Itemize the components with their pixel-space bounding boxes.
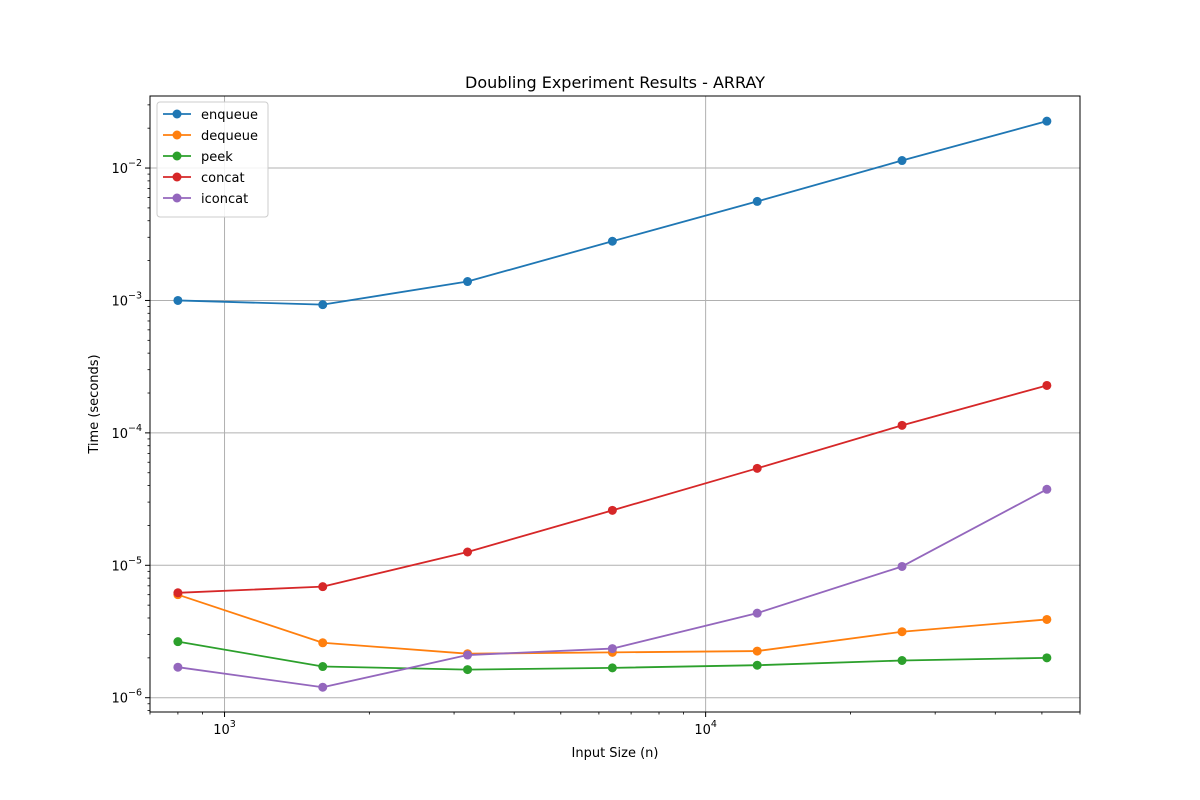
legend-item-concat: concat <box>163 171 245 186</box>
series-line-concat <box>177 384 1048 594</box>
legend-item-enqueue: enqueue <box>163 108 258 123</box>
data-point-enqueue <box>173 295 183 305</box>
data-point-peek <box>463 665 473 675</box>
data-point-dequeue <box>1042 614 1052 624</box>
data-point-iconcat <box>1042 484 1052 494</box>
data-point-concat <box>897 420 907 430</box>
data-point-peek <box>1042 653 1052 663</box>
legend-item-peek: peek <box>163 150 233 165</box>
y-tick-label: 10−2 <box>111 158 142 177</box>
x-tick-label: 104 <box>694 719 717 738</box>
y-tick-label: 10−5 <box>111 555 142 574</box>
data-point-concat <box>173 588 183 598</box>
series-enqueue <box>173 116 1052 310</box>
legend-label-dequeue: dequeue <box>201 129 258 144</box>
data-point-peek <box>752 660 762 670</box>
x-axis-label: Input Size (n) <box>572 746 659 761</box>
data-point-iconcat <box>463 650 473 660</box>
y-tick-label: 10−3 <box>111 290 142 309</box>
data-point-enqueue <box>607 236 617 246</box>
legend-marker-peek <box>172 151 182 161</box>
legend-marker-iconcat <box>172 193 182 203</box>
data-point-enqueue <box>752 196 762 206</box>
legend-label-iconcat: iconcat <box>201 192 248 207</box>
legend-label-concat: concat <box>201 171 245 186</box>
grid-layer <box>150 96 1080 712</box>
data-point-enqueue <box>318 300 328 310</box>
data-point-iconcat <box>752 608 762 618</box>
plot-frame <box>149 95 1081 713</box>
data-point-dequeue <box>897 627 907 637</box>
series-line-iconcat <box>177 488 1048 689</box>
data-point-dequeue <box>752 646 762 656</box>
legend-box <box>156 101 269 218</box>
data-point-enqueue <box>897 156 907 166</box>
data-point-peek <box>318 662 328 672</box>
series-layer <box>173 116 1052 692</box>
data-point-enqueue <box>463 277 473 287</box>
y-tick-label: 10−4 <box>111 423 142 442</box>
legend-marker-dequeue <box>172 130 182 140</box>
data-point-iconcat <box>607 644 617 654</box>
series-line-enqueue <box>177 120 1048 306</box>
legend-label-enqueue: enqueue <box>201 108 258 123</box>
legend-marker-concat <box>172 172 182 182</box>
ticks-layer: 103 104 10−6 10−5 10−4 10−3 10−2 <box>111 104 1081 738</box>
legend: enqueue dequeue peek concat iconcat <box>156 101 269 218</box>
legend-item-dequeue: dequeue <box>163 129 258 144</box>
data-point-concat <box>318 582 328 592</box>
y-tick-label: 10−6 <box>111 688 142 707</box>
legend-item-iconcat: iconcat <box>163 192 248 207</box>
y-axis-label: Time (seconds) <box>87 354 102 454</box>
legend-label-peek: peek <box>201 150 233 165</box>
data-point-concat <box>607 505 617 515</box>
series-concat <box>173 380 1052 598</box>
series-peek <box>173 637 1052 675</box>
data-point-peek <box>173 637 183 647</box>
series-iconcat <box>173 484 1052 692</box>
data-point-iconcat <box>318 682 328 692</box>
data-point-peek <box>897 655 907 665</box>
data-point-iconcat <box>897 561 907 571</box>
data-point-enqueue <box>1042 116 1052 126</box>
data-point-concat <box>752 463 762 473</box>
legend-marker-enqueue <box>172 109 182 119</box>
data-point-concat <box>463 547 473 557</box>
data-point-iconcat <box>173 662 183 672</box>
data-point-dequeue <box>318 638 328 648</box>
x-tick-label: 103 <box>213 719 236 738</box>
data-point-concat <box>1042 380 1052 390</box>
data-point-peek <box>607 663 617 673</box>
chart-title: Doubling Experiment Results - ARRAY <box>465 73 765 92</box>
